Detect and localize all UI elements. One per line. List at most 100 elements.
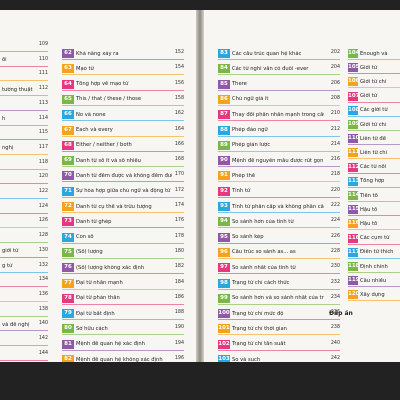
toc-entry-rule [348,115,400,117]
toc-entry-title: Các giới từ [360,107,388,114]
toc-entry-rule [348,172,400,174]
toc-entry-title: Phép thế [232,172,256,179]
toc-entry-title: Hậu tố [360,206,378,213]
toc-entry-rule [62,349,184,351]
toc-entry: 105 Giới từ [348,62,400,73]
toc-entry: 119 Cấu nhiều [348,275,400,286]
toc-entry-rule [348,144,400,146]
toc-entry: 83 Các cấu trúc quan hệ khác [218,48,340,59]
toc-entry-page: 228 [330,248,340,254]
toc-entry-page: 114 [38,115,48,121]
toc-entry-title: Định chính [360,263,388,270]
toc-entry-title: (Số) lượng [76,249,103,256]
toc-entry-page: 140 [38,321,48,327]
toc-entry-rule [0,95,48,97]
toc-entry-rule [62,181,184,183]
toc-entry-number: 90 [218,156,230,166]
toc-entry-rule [0,315,48,317]
toc-entry: 79 Đại từ bất định [62,308,184,319]
toc-entry-rule [0,212,48,214]
toc-entry-page: 168 [174,157,184,163]
toc-entry-rule [0,345,48,346]
toc-entry-number: 62 [62,49,74,58]
toc-entry-page: 164 [174,126,184,132]
toc-entry: 116 Hậu tố [348,218,400,229]
toc-entry: 103 So và such [218,354,340,362]
toc-entry-title: Danh từ ghép [76,218,112,225]
toc-entry-rule [62,212,184,213]
toc-entry-rule [348,186,400,188]
toc-entry-page: 144 [38,350,48,356]
toc-entry-title: Danh từ số ít và số nhiều [76,157,141,164]
toc-entry-title: Trạng từ chỉ cách thức [232,280,290,286]
toc-entry-rule [62,334,184,336]
toc-entry-title: Xây dựng [360,291,385,298]
toc-entry-number: 116 [348,219,360,229]
toc-entry-rule [62,242,184,244]
toc-entry: 97 So sánh nhất của tính từ [218,262,340,273]
toc-entry-page: 124 [38,203,48,209]
toc-entry-rule [218,212,340,213]
toc-entry-title: This / that / these / those [76,96,142,103]
toc-entry-page: 236 [330,310,340,316]
toc-entry-title: Trạng từ chỉ tần suất [232,341,286,348]
toc-entry-page: 206 [330,80,340,86]
toc-entry-title: Tổng hợp [360,178,385,185]
toc-entry-rule [0,153,48,155]
toc-entry-title: ổi [2,57,7,64]
toc-entry-number: 113 [348,176,360,186]
toc-entry-number: 65 [62,94,74,104]
toc-entry-page: 188 [174,310,184,316]
toc-entry-page: 178 [174,233,184,239]
toc-entry-number: 81 [62,339,74,349]
toc-entry-title: Liên từ để [360,135,386,142]
toc-entry-title: nghị [2,145,14,152]
toc-entry-title: Các cấu trúc quan hệ khác [232,50,302,57]
toc-entry: 94 So sánh hơn của tính từ [218,216,340,227]
toc-entry-number: 88 [218,125,230,135]
toc-entry-rule [0,198,48,199]
toc-entry-page: 154 [174,65,184,71]
toc-entry-rule [348,229,400,231]
toc-entry-page: 196 [174,356,184,361]
toc-entry-page: 190 [174,325,184,331]
toc-entry-title: Trạng từ chỉ mức độ [232,310,284,317]
toc-entry: 115 Hậu tố [348,204,400,215]
toc-entry-title: Các cụm từ [360,235,390,242]
toc-entry-number: 111 [348,148,360,158]
toc-entry: 78 Đại từ phản thân [62,293,184,304]
toc-entry: 104 Enough và [348,48,400,59]
toc-entry-title: Đại từ bất định [76,310,115,317]
toc-entry-rule [348,286,400,288]
toc-entry-page: 240 [330,340,340,346]
toc-entry-number: 67 [62,125,74,135]
toc-entry-number: 110 [348,134,360,144]
toc-entry: tường thuật [0,84,48,95]
toc-entry: 75 (Số) lượng [62,247,184,258]
toc-entry-page: 166 [174,141,184,147]
toc-entry-rule [62,273,184,275]
toc-entry-rule [218,303,340,305]
toc-entry-page: 210 [330,111,340,117]
toc-entry-title: Cấu trúc so sánh as... as [232,249,296,256]
toc-entry-number: 96 [218,247,230,257]
toc-entry-title: Đại từ phản thân [76,295,120,302]
toc-entry-title: Con số [76,234,94,241]
toc-entry: 102 Trạng từ chỉ tần suất [218,339,340,350]
toc-entry-rule [218,59,340,60]
toc-entry: 108 Các giới từ [348,105,400,116]
toc-entry-page: 156 [174,80,184,86]
toc-entry-page: 120 [38,174,48,180]
toc-entry-rule [0,271,48,273]
toc-entry-rule [348,300,400,302]
toc-entry: 65 This / that / these / those [62,94,184,105]
toc-entry-number: 119 [348,276,360,286]
toc-entry-title: So và such [232,356,261,363]
toc-entry-number: 102 [218,339,230,349]
toc-entry-title: tường thuật [2,86,33,93]
toc-entry-rule [218,166,340,168]
toc-entry: 87 Thay đổi phân nhấn mạnh trong câu [218,109,340,120]
toc-entry-title: Mệnh đề quan hệ xác định [76,341,145,348]
toc-entry-rule [348,243,400,245]
toc-entry-rule [348,87,400,89]
